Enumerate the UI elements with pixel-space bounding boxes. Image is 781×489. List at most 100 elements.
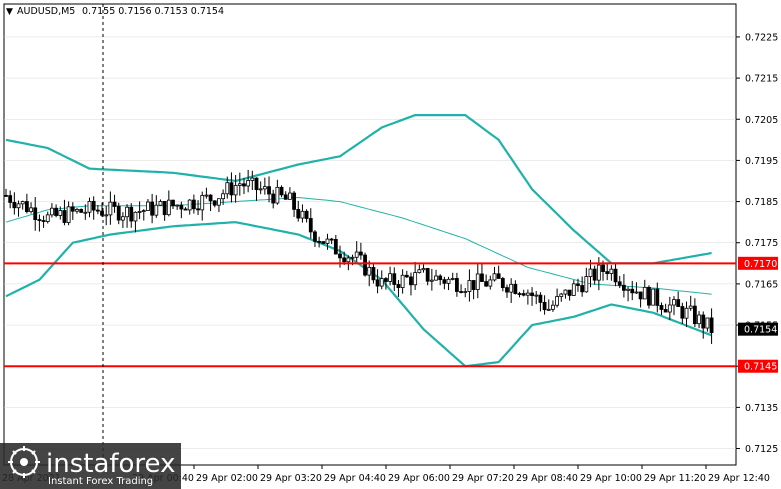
candle bbox=[116, 202, 121, 225]
candle bbox=[659, 302, 664, 315]
candle bbox=[484, 274, 489, 287]
candle bbox=[229, 172, 234, 203]
candle bbox=[371, 263, 376, 284]
candle bbox=[701, 311, 706, 339]
candle bbox=[434, 269, 438, 281]
candle bbox=[438, 274, 443, 286]
candle bbox=[158, 199, 163, 206]
candle bbox=[304, 209, 309, 223]
candle bbox=[233, 175, 238, 203]
candle bbox=[83, 204, 88, 220]
candle bbox=[258, 181, 263, 195]
candle bbox=[396, 279, 401, 298]
candle bbox=[66, 201, 71, 226]
candle bbox=[651, 288, 656, 306]
time-tick-label: 29 Apr 11:20 bbox=[644, 473, 706, 484]
candle bbox=[626, 286, 630, 302]
candle bbox=[317, 236, 322, 248]
candle bbox=[271, 189, 276, 209]
candle bbox=[688, 295, 693, 311]
candle bbox=[108, 191, 113, 225]
candle bbox=[275, 179, 280, 205]
candle bbox=[375, 269, 380, 294]
candle bbox=[183, 207, 188, 211]
candle bbox=[12, 192, 17, 215]
candle bbox=[150, 193, 155, 224]
candle bbox=[563, 289, 568, 299]
current-price-label: 0.7154 bbox=[744, 325, 777, 336]
candle bbox=[551, 300, 555, 312]
candle bbox=[488, 275, 493, 290]
candle bbox=[538, 292, 543, 312]
candle bbox=[121, 212, 125, 228]
candle bbox=[634, 282, 639, 294]
candle bbox=[672, 296, 676, 316]
candle bbox=[104, 206, 109, 226]
candle bbox=[692, 298, 697, 328]
candle bbox=[41, 215, 46, 228]
watermark-tagline: Instant Forex Trading bbox=[48, 476, 153, 487]
level-price-tag bbox=[738, 359, 778, 373]
candle bbox=[129, 203, 134, 228]
candle bbox=[175, 204, 180, 210]
price-tick-label: 0.7215 bbox=[745, 74, 778, 85]
dropdown-triangle-icon[interactable]: ▼ bbox=[6, 7, 13, 17]
candle bbox=[655, 282, 660, 313]
horizontal-levels bbox=[4, 262, 736, 368]
candle bbox=[446, 276, 451, 291]
candle bbox=[425, 267, 430, 286]
candle bbox=[50, 203, 54, 218]
candle bbox=[684, 301, 689, 328]
candle bbox=[471, 280, 476, 300]
candle bbox=[509, 278, 514, 303]
candle bbox=[584, 267, 589, 293]
time-tick-label: 29 Apr 06:00 bbox=[388, 473, 450, 484]
candle bbox=[555, 288, 559, 308]
candle bbox=[496, 265, 501, 279]
candle bbox=[492, 266, 497, 282]
candles bbox=[4, 169, 714, 344]
candle bbox=[95, 205, 100, 215]
candle bbox=[204, 187, 209, 199]
candle bbox=[54, 204, 58, 218]
candle bbox=[617, 275, 622, 289]
candle bbox=[379, 270, 384, 290]
candle bbox=[246, 169, 251, 193]
candle bbox=[505, 284, 509, 298]
price-tick-label: 0.7175 bbox=[745, 238, 778, 249]
price-tags: 0.7170 0.7145 0.7154 bbox=[738, 256, 778, 373]
time-tick-label: 29 Apr 08:40 bbox=[516, 473, 578, 484]
candle bbox=[663, 303, 668, 313]
candle bbox=[630, 280, 635, 301]
candle bbox=[237, 172, 242, 196]
candle bbox=[212, 200, 217, 208]
candle bbox=[384, 276, 388, 290]
candle bbox=[313, 230, 317, 247]
candle bbox=[667, 296, 672, 321]
candle bbox=[33, 197, 38, 231]
candle bbox=[133, 211, 138, 233]
candle bbox=[267, 176, 271, 203]
price-tick-label: 0.7125 bbox=[745, 444, 778, 455]
candle bbox=[454, 272, 459, 297]
candle bbox=[112, 194, 117, 213]
candle bbox=[580, 276, 585, 297]
candle bbox=[200, 191, 205, 221]
candle bbox=[576, 278, 580, 292]
candle bbox=[45, 211, 50, 224]
candle bbox=[191, 194, 196, 214]
candle bbox=[475, 264, 480, 299]
candle bbox=[37, 214, 42, 232]
plot-area[interactable] bbox=[3, 3, 737, 466]
candle bbox=[208, 194, 213, 212]
price-tick-label: 0.7165 bbox=[745, 279, 778, 290]
candle bbox=[287, 187, 292, 200]
candle bbox=[87, 197, 92, 218]
price-axis[interactable]: 0.7225 0.7215 0.7205 0.7195 0.7185 0.7175 0.71… bbox=[736, 32, 778, 455]
candle bbox=[409, 272, 413, 296]
candle bbox=[171, 199, 175, 210]
candle bbox=[292, 190, 296, 217]
candle bbox=[29, 202, 33, 214]
candle bbox=[79, 208, 84, 213]
